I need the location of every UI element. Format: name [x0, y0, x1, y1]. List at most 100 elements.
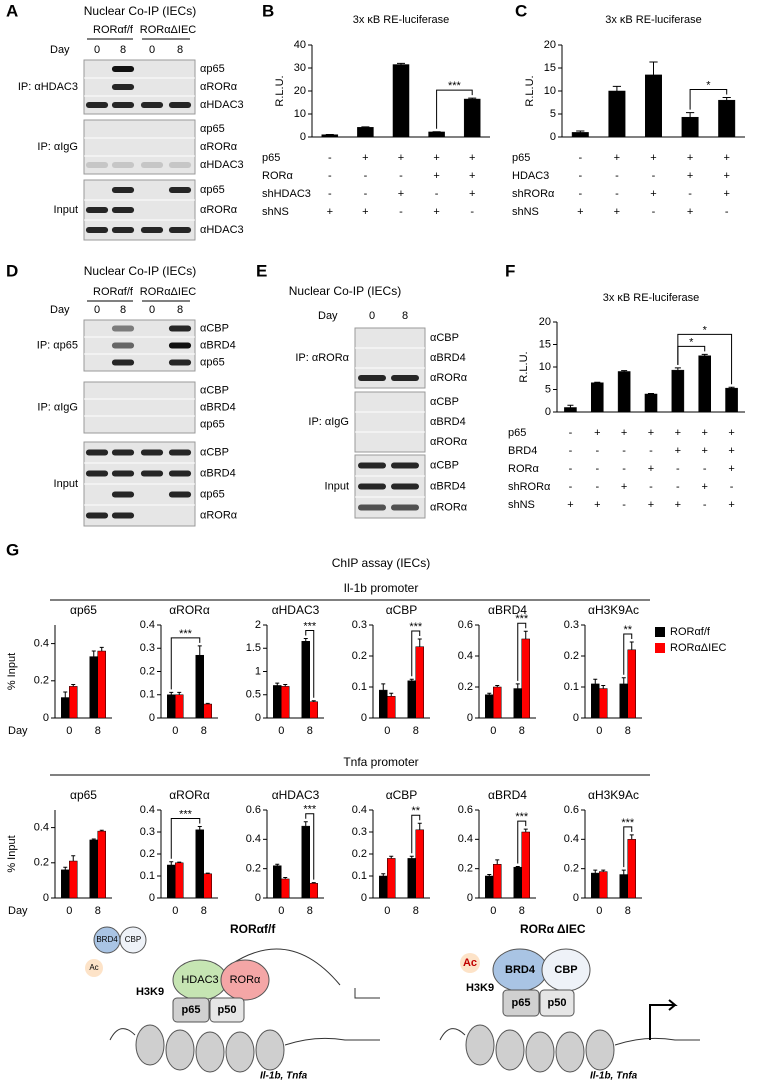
bar [627, 839, 636, 899]
band [168, 342, 192, 349]
condition-label: p65 [262, 152, 280, 164]
error-bar [612, 85, 622, 91]
bar [608, 90, 626, 138]
condition-mark: - [649, 481, 653, 493]
y-tick-label: 10 [539, 361, 551, 373]
bar [463, 98, 481, 138]
x-tick-label: 0 [384, 905, 390, 917]
condition-mark: + [398, 152, 404, 164]
condition-mark: + [675, 445, 681, 457]
x-tick-label: 0 [172, 905, 178, 917]
label: p65 [182, 1004, 201, 1016]
section-label: IP: αIgG [37, 141, 78, 153]
condition-label: RORα [508, 463, 539, 475]
bar [671, 369, 685, 413]
error-bar [728, 386, 735, 389]
condition-mark: + [687, 206, 693, 218]
row-label: αp65 [200, 123, 225, 135]
condition-mark: + [648, 499, 654, 511]
chart-title: αCBP [386, 788, 418, 802]
chart-title: αBRD4 [488, 788, 527, 802]
row-label: αBRD4 [200, 467, 236, 479]
condition-label: shHDAC3 [262, 188, 311, 200]
condition-mark: - [569, 427, 573, 439]
bar [321, 134, 339, 138]
row-label: αCBP [430, 396, 459, 408]
dna [439, 1028, 700, 1046]
panel-letter: A [6, 1, 18, 20]
group-label: RORαf/f [93, 286, 134, 298]
error-bar [177, 691, 182, 695]
error-bar [99, 829, 104, 832]
condition-mark: - [595, 463, 599, 475]
y-tick-label: 0 [300, 131, 306, 143]
y-tick-label: 0 [573, 712, 579, 724]
condition-mark: - [364, 170, 368, 182]
x-axis-label: Day [8, 905, 28, 917]
diagram-title: RORα ΔIEC [520, 922, 586, 936]
error-bar [593, 869, 598, 874]
chart-title: αCBP [386, 603, 418, 617]
error-bar [303, 637, 308, 642]
condition-mark: + [362, 206, 368, 218]
error-bar [523, 630, 528, 639]
x-tick-label: 0 [384, 725, 390, 737]
lane-label: 8 [177, 44, 183, 56]
row-label: αRORα [200, 509, 238, 521]
error-bar [91, 650, 96, 657]
condition-mark: + [687, 170, 693, 182]
condition-label: shRORα [508, 481, 551, 493]
bar [407, 680, 416, 719]
chart-title: αH3K9Ac [588, 788, 639, 802]
y-tick-label: 10 [544, 85, 556, 97]
significance-label: *** [448, 80, 462, 92]
error-bar [417, 638, 422, 647]
row-label: αBRD4 [430, 416, 466, 428]
bar [591, 872, 600, 899]
significance-bracket [305, 813, 315, 880]
band [140, 449, 164, 456]
band [111, 207, 135, 213]
y-tick-label: 0 [545, 406, 551, 418]
bar [599, 688, 608, 719]
label: Ac [89, 963, 98, 972]
bar [407, 858, 416, 899]
label: Ac [463, 957, 477, 969]
error-bar [593, 678, 598, 684]
error-bar [197, 645, 202, 656]
protein [172, 997, 210, 1023]
arrow [649, 999, 678, 1040]
y-tick-label: 0.4 [246, 833, 261, 845]
error-bar [417, 822, 422, 830]
bar [428, 131, 445, 138]
error-bar [567, 404, 574, 408]
bar [203, 703, 212, 719]
y-tick-label: 0.2 [34, 675, 49, 687]
condition-mark: - [399, 170, 403, 182]
bar [698, 355, 712, 413]
condition-mark: + [675, 427, 681, 439]
error-bar [275, 682, 280, 686]
bar [590, 382, 604, 413]
bar [493, 864, 502, 899]
legend-swatch [655, 627, 665, 637]
x-tick-label: 0 [172, 725, 178, 737]
condition-mark: - [328, 170, 332, 182]
y-tick-label: 0.3 [140, 826, 155, 838]
row-label: αBRD4 [200, 401, 236, 413]
y-tick-label: 0.6 [246, 804, 261, 816]
bar [175, 862, 184, 899]
bar [69, 860, 78, 899]
bar [521, 831, 530, 899]
error-bar [649, 61, 658, 75]
significance-bracket [411, 630, 421, 677]
y-tick-label: 20 [539, 316, 551, 328]
x-tick-label: 8 [95, 905, 101, 917]
y-tick-label: 0.2 [352, 650, 367, 662]
band [168, 102, 192, 108]
condition-label: shNS [508, 499, 535, 511]
legend-label: RORαf/f [670, 626, 711, 638]
y-tick-label: 0 [550, 131, 556, 143]
band [111, 512, 135, 519]
y-tick-label: 15 [544, 62, 556, 74]
